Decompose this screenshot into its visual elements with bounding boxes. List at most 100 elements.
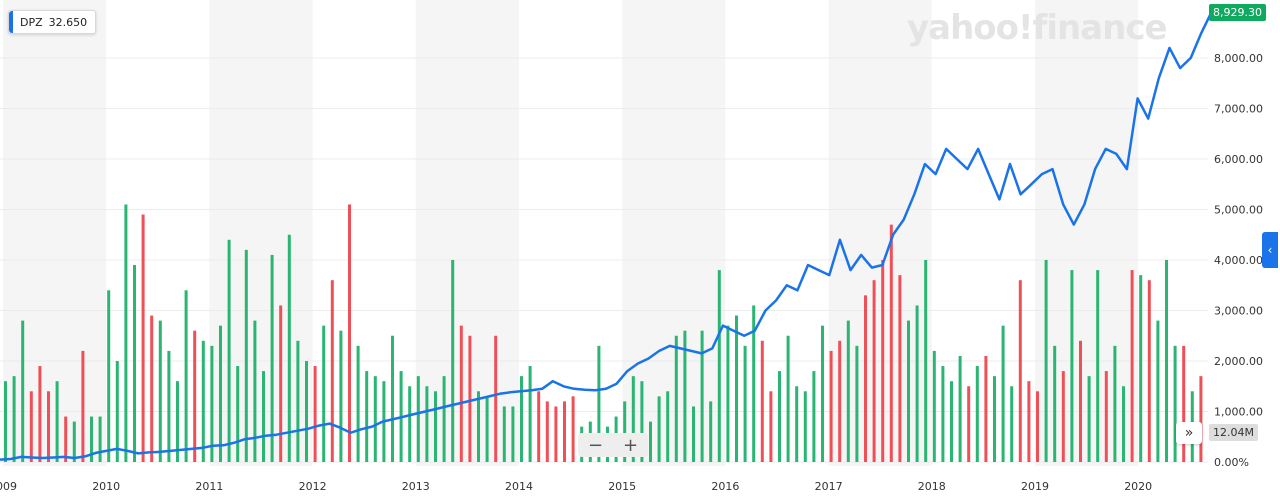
series-color-swatch bbox=[9, 11, 13, 33]
volume-bar bbox=[416, 376, 420, 462]
volume-bar bbox=[1104, 371, 1108, 462]
volume-bar bbox=[898, 275, 902, 462]
volume-bar bbox=[1147, 280, 1151, 462]
volume-bar bbox=[1130, 270, 1134, 462]
volume-bar bbox=[838, 340, 842, 462]
volume-bar bbox=[1182, 345, 1186, 462]
volume-bar bbox=[855, 345, 859, 462]
volume-bar bbox=[1018, 280, 1022, 462]
ticker-value: 32.650 bbox=[48, 15, 88, 29]
y-tick-label: 3,000.00 bbox=[1214, 305, 1263, 318]
volume-bar bbox=[683, 330, 687, 462]
volume-bar bbox=[760, 340, 764, 462]
year-band bbox=[1035, 0, 1139, 466]
zoom-out-button[interactable]: − bbox=[587, 434, 604, 456]
volume-bar bbox=[12, 376, 16, 462]
volume-bar bbox=[107, 290, 111, 462]
y-tick-label: 6,000.00 bbox=[1214, 153, 1263, 166]
x-tick-label: 2013 bbox=[402, 480, 430, 493]
volume-bar bbox=[528, 366, 532, 462]
price-line bbox=[0, 10, 1214, 461]
volume-bar bbox=[1096, 270, 1100, 462]
x-tick-label: 2014 bbox=[505, 480, 533, 493]
volume-bar bbox=[434, 391, 437, 462]
volume-bar bbox=[468, 335, 472, 462]
volume-bar bbox=[262, 371, 265, 462]
volume-bar bbox=[296, 340, 300, 462]
volume-bar bbox=[597, 345, 601, 462]
volume-bar bbox=[442, 376, 446, 462]
volume-bar bbox=[141, 214, 145, 462]
x-tick-label: 2017 bbox=[815, 480, 843, 493]
horizontal-gridlines bbox=[0, 57, 1208, 463]
volume-bar bbox=[786, 335, 790, 462]
volume-bar bbox=[365, 371, 369, 462]
volume-bar bbox=[29, 391, 33, 462]
volume-bar bbox=[554, 406, 558, 462]
volume-bar bbox=[1199, 376, 1203, 462]
volume-bar bbox=[1122, 386, 1125, 462]
volume-bar bbox=[38, 366, 42, 462]
volume-bar bbox=[244, 249, 248, 462]
side-panel-toggle[interactable]: ‹ bbox=[1262, 232, 1278, 268]
volume-bar bbox=[846, 320, 850, 462]
volume-bar bbox=[795, 386, 799, 462]
volume-bar bbox=[1070, 270, 1074, 462]
volume-bar bbox=[975, 366, 979, 462]
year-band bbox=[415, 0, 519, 466]
y-tick-label: 1,000.00 bbox=[1214, 406, 1263, 419]
year-band bbox=[622, 0, 726, 466]
volume-bar bbox=[812, 371, 816, 462]
volume-bar bbox=[115, 361, 119, 462]
volume-bar bbox=[984, 355, 988, 462]
y-axis: 0.00% 1,000.00 2,000.00 3,000.00 4,000.00 5,0… bbox=[1214, 52, 1263, 469]
volume-bar bbox=[81, 350, 85, 462]
volume-bar bbox=[1010, 386, 1014, 462]
volume-bar bbox=[829, 350, 833, 462]
volume-bar bbox=[459, 325, 463, 462]
volume-bar bbox=[158, 320, 162, 462]
volume-bar bbox=[210, 345, 214, 462]
volume-bar bbox=[1156, 320, 1160, 462]
volume-bar bbox=[313, 366, 317, 462]
volume-bar bbox=[1053, 345, 1057, 462]
volume-bar bbox=[348, 204, 351, 462]
volume-bar bbox=[184, 290, 188, 462]
ticker-legend[interactable]: DPZ 32.650 bbox=[8, 10, 97, 34]
volume-bar bbox=[674, 335, 678, 462]
volume-bar bbox=[717, 270, 721, 462]
volume-bar bbox=[4, 381, 7, 462]
y-tick-label: 2,000.00 bbox=[1214, 355, 1263, 368]
volume-bar bbox=[339, 330, 343, 462]
ticker-symbol: DPZ bbox=[20, 15, 43, 29]
y-tick-label: 0.00% bbox=[1214, 456, 1249, 469]
volume-bar bbox=[477, 391, 480, 462]
volume-bars bbox=[4, 204, 1203, 462]
volume-bar bbox=[1044, 260, 1048, 462]
volume-bar bbox=[356, 345, 360, 462]
volume-bar bbox=[494, 335, 498, 462]
volume-bar bbox=[253, 320, 257, 462]
volume-bar bbox=[1061, 371, 1065, 462]
volume-bar bbox=[21, 320, 25, 462]
volume-bar bbox=[330, 280, 334, 462]
volume-bar bbox=[502, 406, 506, 462]
zoom-in-button[interactable]: + bbox=[622, 434, 639, 456]
volume-bar bbox=[657, 396, 661, 462]
volume-bar bbox=[408, 386, 412, 462]
scroll-right-button[interactable]: » bbox=[1176, 422, 1202, 444]
volume-bar bbox=[640, 381, 644, 462]
volume-bar bbox=[425, 386, 429, 462]
volume-bar bbox=[623, 401, 627, 462]
x-tick-label: 2015 bbox=[608, 480, 636, 493]
volume-bar bbox=[98, 416, 102, 462]
volume-bar bbox=[1165, 260, 1168, 462]
volume-bar bbox=[219, 325, 222, 462]
volume-bar bbox=[55, 381, 59, 462]
volume-bar bbox=[752, 305, 756, 462]
zoom-controls: − + bbox=[578, 433, 648, 457]
x-tick-label: 2012 bbox=[299, 480, 327, 493]
volume-bar bbox=[1173, 345, 1177, 462]
volume-bar bbox=[743, 345, 747, 462]
